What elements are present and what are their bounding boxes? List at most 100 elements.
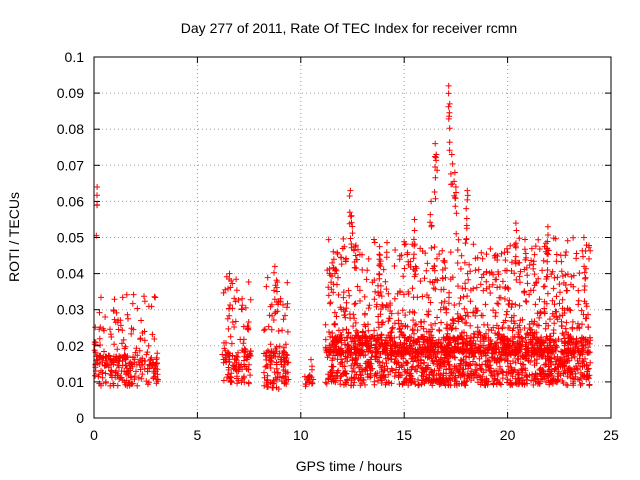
data-point xyxy=(419,293,426,300)
data-point xyxy=(437,306,444,313)
data-point xyxy=(383,254,390,261)
data-point xyxy=(358,366,365,373)
data-point xyxy=(391,263,398,269)
data-point xyxy=(373,345,380,352)
data-point xyxy=(430,377,437,384)
data-point xyxy=(231,324,238,330)
data-point xyxy=(552,308,559,315)
data-point xyxy=(261,369,267,376)
data-point xyxy=(329,259,336,266)
data-point xyxy=(284,352,291,359)
data-point xyxy=(389,348,396,355)
data-point xyxy=(494,354,501,361)
data-point xyxy=(361,293,368,300)
data-point xyxy=(557,289,563,296)
data-point xyxy=(403,375,410,382)
data-point xyxy=(536,380,543,387)
data-point xyxy=(145,342,152,349)
data-point xyxy=(359,266,366,273)
data-point xyxy=(490,348,497,355)
data-point xyxy=(107,326,113,333)
data-point xyxy=(466,261,473,268)
data-point xyxy=(482,361,489,368)
data-point xyxy=(347,213,354,220)
data-point xyxy=(110,307,117,313)
data-point xyxy=(245,325,252,331)
data-point xyxy=(350,323,357,330)
data-point xyxy=(244,353,251,360)
data-point xyxy=(408,355,415,362)
data-point xyxy=(356,287,363,294)
data-point xyxy=(508,314,515,321)
data-point xyxy=(326,329,332,335)
data-point xyxy=(445,300,452,307)
data-point xyxy=(271,287,278,294)
data-point xyxy=(284,279,291,286)
data-point xyxy=(123,362,130,369)
data-point xyxy=(284,328,291,335)
data-point xyxy=(107,331,114,338)
data-point xyxy=(346,193,353,199)
data-point xyxy=(343,299,350,306)
y-tick-label: 0.01 xyxy=(57,374,84,390)
data-point xyxy=(512,253,519,260)
y-tick-label: 0.07 xyxy=(57,157,84,173)
data-point xyxy=(107,371,114,378)
data-point xyxy=(109,374,115,381)
data-point xyxy=(330,281,337,288)
data-point xyxy=(338,345,345,352)
data-point xyxy=(333,375,340,382)
data-point xyxy=(444,359,451,366)
data-point xyxy=(475,266,482,273)
data-point xyxy=(331,270,338,277)
data-point xyxy=(443,305,449,312)
data-point xyxy=(540,257,547,264)
data-point xyxy=(513,380,520,387)
data-point xyxy=(577,375,584,382)
data-point xyxy=(428,245,435,251)
data-point xyxy=(228,379,235,386)
data-point xyxy=(331,321,338,328)
data-point xyxy=(347,187,354,194)
data-point xyxy=(548,348,555,355)
data-point xyxy=(470,358,476,365)
data-point xyxy=(550,339,557,346)
data-point xyxy=(491,252,498,259)
data-point xyxy=(547,370,554,377)
data-point xyxy=(327,299,334,306)
data-point xyxy=(487,362,494,369)
data-point xyxy=(222,286,229,293)
data-point xyxy=(362,310,368,317)
data-point xyxy=(517,345,524,351)
data-point xyxy=(476,362,483,369)
data-point xyxy=(408,380,414,386)
data-point xyxy=(407,263,414,270)
data-point xyxy=(377,263,384,270)
data-point xyxy=(131,356,138,363)
data-point xyxy=(503,267,510,274)
data-point xyxy=(445,103,452,110)
data-point xyxy=(273,361,280,368)
data-point xyxy=(376,262,383,269)
axis-ticks: 0 0.01 0.02 0.03 0.04 0.05 0.06 0.07 0.08 0.09 0.1… xyxy=(57,49,619,443)
data-point xyxy=(462,312,469,319)
data-point xyxy=(514,342,521,349)
data-point xyxy=(396,325,403,332)
data-point xyxy=(502,285,509,292)
data-point xyxy=(365,305,372,312)
data-point xyxy=(309,380,316,387)
data-point xyxy=(467,298,474,305)
data-point xyxy=(519,335,526,342)
data-point xyxy=(264,372,271,379)
data-point xyxy=(428,332,435,339)
data-point xyxy=(263,356,270,363)
data-point xyxy=(400,273,407,280)
data-point xyxy=(377,374,384,381)
data-point xyxy=(400,332,407,339)
data-point xyxy=(451,382,458,388)
data-point xyxy=(275,328,282,334)
data-point xyxy=(494,284,501,291)
data-point xyxy=(530,258,537,265)
data-point xyxy=(225,325,232,332)
data-point xyxy=(403,360,410,367)
